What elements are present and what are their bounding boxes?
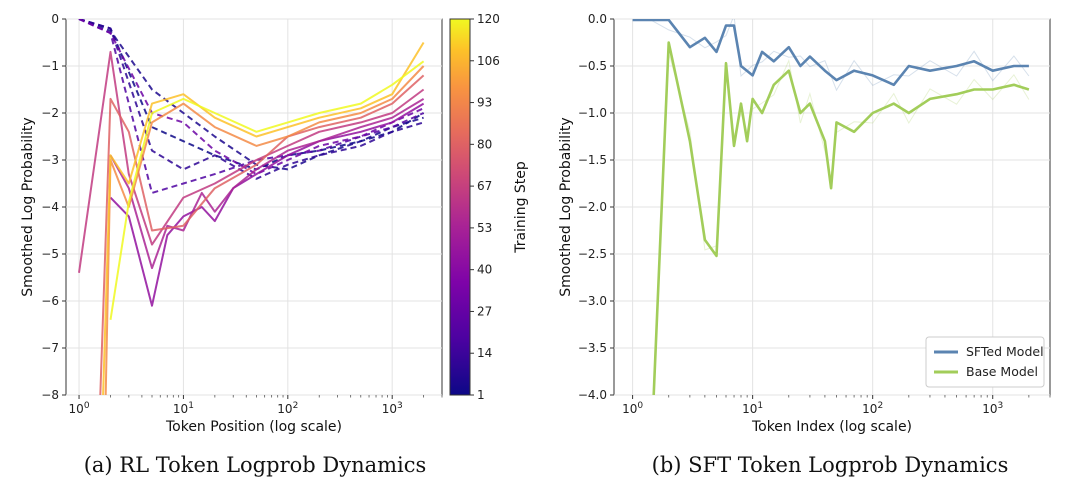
y-tick-label: −5 [41, 247, 59, 261]
y-tick-label: −2.5 [578, 247, 607, 261]
x-tick-label: 103 [982, 401, 1003, 416]
series-step-55 [109, 98, 425, 270]
series-group [632, 19, 1030, 395]
axis-ticks: 100 101 102 103 0 −1 −2 −3 −4 −5 −6 −7 −8 [41, 12, 443, 416]
caption-a: (a) RL Token Logprob Dynamics [84, 453, 427, 477]
colorbar-gradient [449, 18, 471, 396]
y-tick-label: −2 [41, 106, 59, 120]
series-base-model [652, 41, 1030, 395]
y-axis-label: Smoothed Log Probability [558, 117, 574, 296]
colorbar-tick-label: 40 [477, 263, 492, 277]
series-step-20 [78, 19, 425, 194]
y-tick-label: −1.5 [578, 153, 607, 167]
series-step-110 [102, 41, 425, 395]
series-step-45 [109, 102, 425, 307]
x-tick-label: 102 [277, 401, 298, 416]
y-tick-label: 0.0 [588, 12, 607, 26]
y-tick-label: −0.5 [578, 59, 607, 73]
x-tick-label: 101 [742, 401, 763, 416]
y-tick-label: −1.0 [578, 106, 607, 120]
x-tick-label: 101 [173, 401, 194, 416]
x-axis-label: Token Position (log scale) [165, 419, 342, 435]
y-tick-label: −6 [41, 294, 59, 308]
colorbar-tick-label: 120 [477, 12, 500, 26]
series-sfted-model [632, 19, 1029, 87]
series-step-80 [99, 74, 425, 395]
colorbar-tick-label: 93 [477, 96, 492, 110]
y-tick-label: −3 [41, 153, 59, 167]
caption-b: (b) SFT Token Logprob Dynamics [652, 453, 1009, 477]
y-tick-label: −2.0 [578, 200, 607, 214]
y-tick-label: −4 [41, 200, 59, 214]
colorbar-tick-label: 80 [477, 137, 492, 151]
colorbar-tick-label: 27 [477, 304, 492, 318]
y-tick-label: 0 [51, 12, 59, 26]
colorbar-tick-label: 53 [477, 221, 492, 235]
series-step-120 [109, 60, 425, 320]
x-tick-label: 103 [382, 401, 403, 416]
y-tick-label: −3.5 [578, 341, 607, 355]
colorbar: 120 106 93 80 67 53 40 27 14 1 Training Step [449, 12, 529, 402]
series-group [78, 19, 425, 395]
colorbar-tick-label: 1 [477, 388, 485, 402]
legend-label-base: Base Model [966, 364, 1038, 379]
y-tick-label: −8 [41, 388, 59, 402]
legend-label-sfted: SFTed Model [966, 344, 1044, 359]
y-tick-label: −1 [41, 59, 59, 73]
colorbar-label: Training Step [513, 161, 529, 254]
colorbar-tick-label: 106 [477, 54, 500, 68]
legend-box [925, 336, 1045, 388]
colorbar-tick-label: 67 [477, 179, 492, 193]
legend: SFTed Model Base Model [925, 336, 1045, 388]
series-step-30 [78, 19, 425, 176]
x-tick-label: 100 [622, 401, 643, 416]
x-tick-label: 100 [69, 401, 90, 416]
series-step-95 [104, 65, 425, 395]
x-axis-label: Token Index (log scale) [751, 419, 912, 435]
y-tick-label: −4.0 [578, 388, 607, 402]
y-tick-label: −7 [41, 341, 59, 355]
series-step-65 [78, 50, 425, 273]
sft-logprob-chart: 100 101 102 103 0.0 −0.5 −1.0 −1.5 −2.0 −2.5 −3.0 −… [558, 12, 1051, 477]
grid [614, 18, 1050, 396]
series-step-10 [78, 19, 424, 180]
y-tick-label: −3.0 [578, 294, 607, 308]
colorbar-tick-label: 14 [477, 346, 492, 360]
colorbar-ticks: 120 106 93 80 67 53 40 27 14 1 [470, 12, 500, 402]
axis-ticks: 100 101 102 103 0.0 −0.5 −1.0 −1.5 −2.0 −2.5 −3.0 −… [578, 12, 1051, 416]
x-tick-label: 102 [862, 401, 883, 416]
rl-logprob-chart: 100 101 102 103 0 −1 −2 −3 −4 −5 −6 −7 −8 Token Posi… [20, 12, 529, 477]
y-axis-label: Smoothed Log Probability [20, 117, 36, 296]
